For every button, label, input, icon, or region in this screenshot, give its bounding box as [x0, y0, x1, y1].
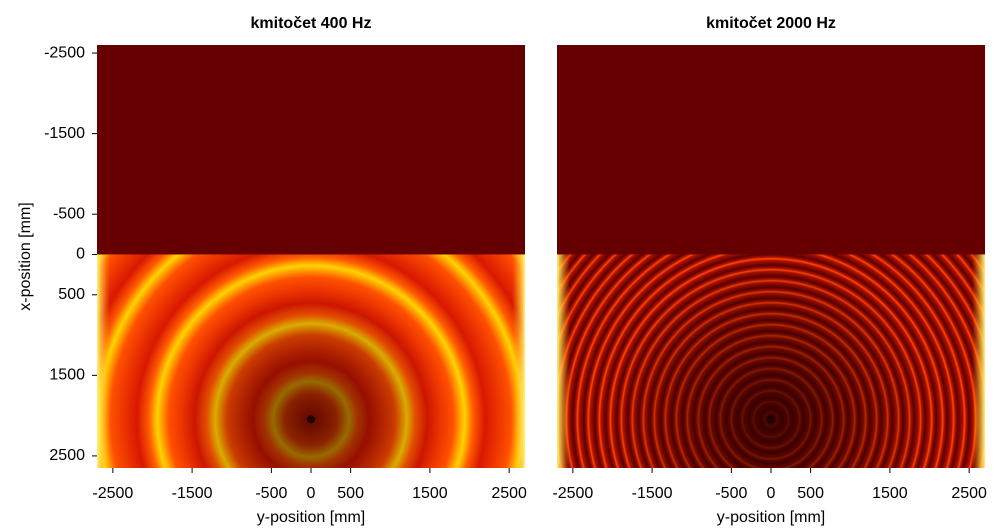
x-tick-label: 500: [797, 485, 824, 502]
field-upper: [97, 45, 525, 255]
chart-title: kmitočet 400 Hz: [251, 15, 372, 32]
x-tick-label: 2500: [491, 485, 527, 502]
y-tick-label: -2500: [44, 44, 85, 61]
x-tick-label: 0: [307, 485, 316, 502]
source: [767, 415, 775, 424]
y-tick-label: 500: [58, 286, 85, 303]
y-tick-label: 1500: [49, 367, 85, 384]
x-tick-label: 1500: [412, 485, 448, 502]
x-tick-label: -1500: [632, 485, 673, 502]
x-tick-label: -1500: [172, 485, 213, 502]
x-tick-label: 0: [767, 485, 776, 502]
x-tick-label: -2500: [552, 485, 593, 502]
field-edge: [97, 254, 525, 468]
field-edge: [557, 254, 985, 468]
x-tick-label: -500: [255, 485, 287, 502]
y-tick-label: 2500: [49, 447, 85, 464]
y-tick-label: -500: [53, 205, 85, 222]
x-tick-label: 2500: [951, 485, 987, 502]
x-axis-label: y-position [mm]: [717, 509, 825, 526]
chart-title: kmitočet 2000 Hz: [706, 15, 836, 32]
y-tick-label: -1500: [44, 125, 85, 142]
x-tick-label: 500: [337, 485, 364, 502]
y-tick-label: 0: [76, 246, 85, 263]
x-tick-label: -500: [715, 485, 747, 502]
x-axis-label: y-position [mm]: [257, 509, 365, 526]
y-axis-label: x-position [mm]: [17, 202, 34, 310]
x-tick-label: 1500: [872, 485, 908, 502]
field-upper: [557, 45, 985, 255]
source: [307, 415, 315, 424]
x-tick-label: -2500: [92, 485, 133, 502]
